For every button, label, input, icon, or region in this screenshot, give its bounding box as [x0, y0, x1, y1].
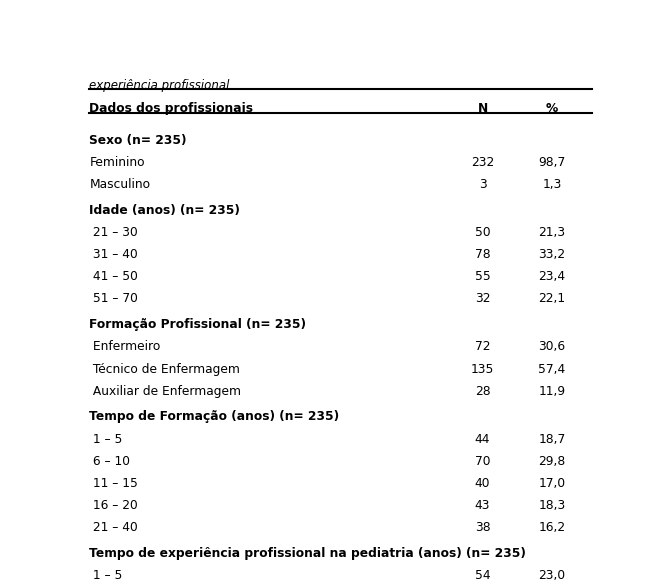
Text: 21 – 40: 21 – 40	[89, 521, 138, 534]
Text: Técnico de Enfermagem: Técnico de Enfermagem	[89, 363, 240, 376]
Text: 232: 232	[471, 156, 494, 169]
Text: 72: 72	[475, 340, 490, 353]
Text: 30,6: 30,6	[539, 340, 566, 353]
Text: %: %	[546, 102, 558, 115]
Text: 11,9: 11,9	[539, 384, 566, 397]
Text: Feminino: Feminino	[89, 156, 145, 169]
Text: 1 – 5: 1 – 5	[89, 433, 122, 446]
Text: 22,1: 22,1	[539, 292, 566, 305]
Text: 17,0: 17,0	[539, 477, 566, 490]
Text: 16 – 20: 16 – 20	[89, 499, 138, 512]
Text: 1 – 5: 1 – 5	[89, 569, 122, 582]
Text: 135: 135	[471, 363, 494, 376]
Text: 70: 70	[475, 455, 490, 468]
Text: 32: 32	[475, 292, 490, 305]
Text: 23,4: 23,4	[539, 270, 566, 284]
Text: 6 – 10: 6 – 10	[89, 455, 130, 468]
Text: 41 – 50: 41 – 50	[89, 270, 138, 284]
Text: 54: 54	[475, 569, 490, 582]
Text: Tempo de Formação (anos) (n= 235): Tempo de Formação (anos) (n= 235)	[89, 410, 339, 423]
Text: 18,3: 18,3	[539, 499, 566, 512]
Text: 31 – 40: 31 – 40	[89, 248, 138, 261]
Text: Auxiliar de Enfermagem: Auxiliar de Enfermagem	[89, 384, 241, 397]
Text: 33,2: 33,2	[539, 248, 566, 261]
Text: 51 – 70: 51 – 70	[89, 292, 138, 305]
Text: 28: 28	[475, 384, 490, 397]
Text: 18,7: 18,7	[539, 433, 566, 446]
Text: Masculino: Masculino	[89, 178, 150, 191]
Text: 11 – 15: 11 – 15	[89, 477, 138, 490]
Text: 43: 43	[475, 499, 490, 512]
Text: Dados dos profissionais: Dados dos profissionais	[89, 102, 253, 115]
Text: 38: 38	[475, 521, 490, 534]
Text: 1,3: 1,3	[543, 178, 562, 191]
Text: 50: 50	[475, 226, 490, 239]
Text: Sexo (n= 235): Sexo (n= 235)	[89, 134, 187, 147]
Text: 16,2: 16,2	[539, 521, 566, 534]
Text: 21 – 30: 21 – 30	[89, 226, 138, 239]
Text: N: N	[477, 102, 487, 115]
Text: Enfermeiro: Enfermeiro	[89, 340, 161, 353]
Text: 21,3: 21,3	[539, 226, 566, 239]
Text: Tempo de experiência profissional na pediatria (anos) (n= 235): Tempo de experiência profissional na ped…	[89, 547, 526, 560]
Text: 40: 40	[475, 477, 490, 490]
Text: 44: 44	[475, 433, 490, 446]
Text: 29,8: 29,8	[539, 455, 566, 468]
Text: experiência profissional.: experiência profissional.	[89, 79, 233, 92]
Text: 55: 55	[475, 270, 490, 284]
Text: 57,4: 57,4	[539, 363, 566, 376]
Text: 78: 78	[475, 248, 490, 261]
Text: 98,7: 98,7	[539, 156, 566, 169]
Text: Idade (anos) (n= 235): Idade (anos) (n= 235)	[89, 204, 240, 217]
Text: 23,0: 23,0	[539, 569, 566, 582]
Text: 3: 3	[479, 178, 486, 191]
Text: Formação Profissional (n= 235): Formação Profissional (n= 235)	[89, 318, 307, 331]
